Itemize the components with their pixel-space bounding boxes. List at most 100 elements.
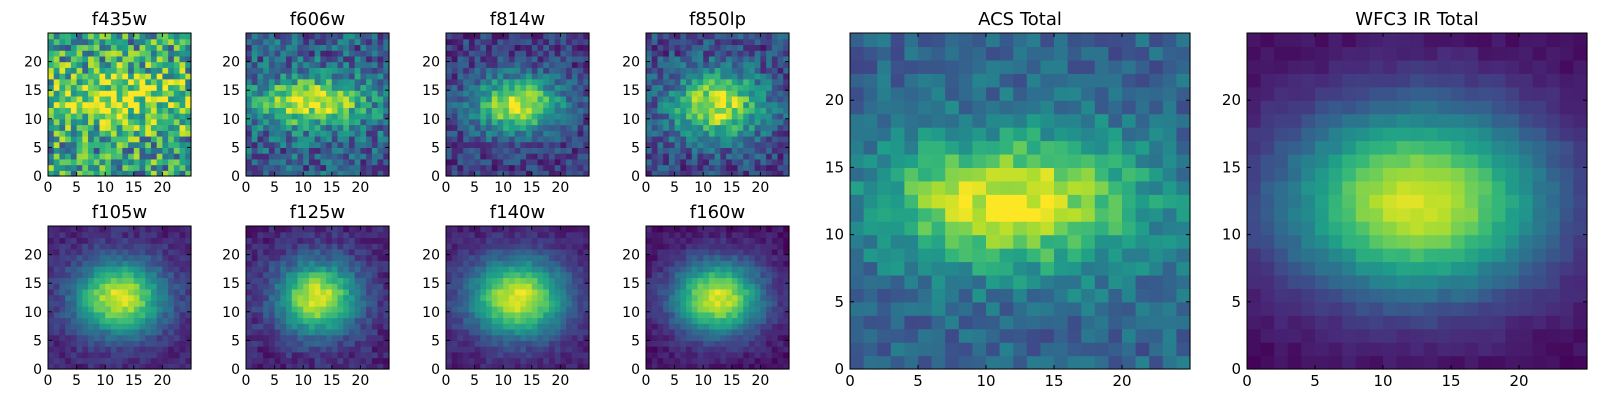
heatmap-cell (280, 44, 287, 51)
heatmap-cell (468, 266, 476, 273)
heatmap-cell (320, 107, 327, 114)
heatmap-cell (743, 164, 750, 171)
heatmap-cell (257, 73, 264, 80)
heatmap-cell (486, 231, 493, 239)
heatmap-cell (526, 306, 533, 313)
heatmap-cell (145, 101, 152, 108)
heatmap-cell (571, 271, 579, 279)
heatmap-cell (646, 147, 653, 154)
heatmap-cell (777, 33, 784, 40)
heatmap-cell (446, 50, 453, 57)
heatmap-cell (128, 266, 135, 273)
heatmap-cell (674, 147, 681, 154)
heatmap-cell (457, 311, 464, 319)
heatmap-cell (554, 84, 561, 91)
heatmap-cell (150, 147, 158, 154)
heatmap-cell (760, 351, 767, 359)
heatmap-cell (691, 346, 699, 353)
heatmap-cell (314, 107, 321, 114)
heatmap-cell (128, 107, 135, 114)
heatmap-cell (360, 90, 367, 97)
heatmap-cell (383, 340, 390, 347)
heatmap-cell (274, 158, 281, 166)
heatmap-cell (446, 124, 453, 131)
heatmap-cell (145, 237, 152, 244)
heatmap-cell (668, 153, 676, 160)
heatmap-cell (463, 248, 470, 256)
heatmap-cell (783, 118, 790, 126)
heatmap-cell (720, 38, 727, 46)
heatmap-cell (88, 237, 95, 244)
heatmap-cell (480, 231, 487, 239)
heatmap-cell (760, 107, 767, 114)
heatmap-cell (65, 266, 72, 273)
heatmap-cell (122, 334, 129, 341)
heatmap-cell (697, 311, 704, 319)
heatmap-cell (383, 254, 390, 261)
heatmap-cell (383, 334, 390, 341)
heatmap-cell (145, 107, 152, 114)
heatmap-cell (354, 243, 361, 250)
heatmap-cell (371, 130, 379, 137)
heatmap-cell (708, 73, 716, 80)
heatmap-cell (128, 340, 135, 347)
heatmap-cell (145, 141, 152, 148)
heatmap-cell (674, 170, 681, 177)
heatmap-cell (343, 90, 350, 97)
heatmap-cell (116, 277, 123, 284)
heatmap-cell (463, 271, 470, 279)
heatmap-cell (708, 67, 716, 74)
heatmap-cell (105, 147, 112, 154)
heatmap-cell (337, 357, 344, 364)
heatmap-cell (150, 351, 158, 359)
heatmap-cell (514, 118, 521, 126)
heatmap-cell (65, 55, 72, 63)
heatmap-cell (651, 153, 659, 160)
heatmap-cell (331, 260, 339, 267)
heatmap-cell (286, 50, 293, 57)
heatmap-cell (99, 135, 106, 143)
heatmap-cell (162, 328, 169, 336)
heatmap-cell (554, 231, 561, 239)
heatmap-cell (70, 73, 78, 80)
heatmap-cell (566, 283, 573, 290)
heatmap-cell (246, 351, 253, 359)
heatmap-cell (116, 363, 123, 370)
heatmap-cell (179, 153, 186, 160)
heatmap-cell (446, 107, 453, 114)
heatmap-cell (560, 334, 567, 341)
heatmap-cell (783, 78, 790, 86)
heatmap-cell (263, 317, 270, 324)
heatmap-cell (480, 124, 487, 131)
heatmap-cell (497, 95, 504, 103)
heatmap-cell (53, 107, 61, 114)
heatmap-cell (286, 306, 293, 313)
heatmap-cell (457, 288, 464, 296)
heatmap-cell (303, 243, 310, 250)
heatmap-cell (668, 50, 676, 57)
heatmap-cell (743, 33, 750, 40)
heatmap-cell (326, 248, 333, 256)
heatmap-cell (110, 141, 118, 148)
heatmap-cell (377, 130, 384, 137)
heatmap-cell (122, 300, 129, 307)
heatmap-cell (366, 248, 373, 256)
heatmap-cell (110, 271, 118, 279)
heatmap-cell (554, 135, 561, 143)
heatmap-cell (257, 334, 264, 341)
heatmap-cell (185, 44, 192, 51)
heatmap-cell (726, 283, 733, 290)
heatmap-cell (168, 346, 175, 353)
heatmap-cell (314, 351, 321, 359)
heatmap-cell (766, 328, 773, 336)
heatmap-cell (263, 50, 270, 57)
heatmap-cell (514, 288, 521, 296)
heatmap-cell (168, 306, 175, 313)
heatmap-cell (646, 283, 653, 290)
heatmap-cell (156, 158, 163, 166)
heatmap-cell (53, 73, 61, 80)
heatmap-cell (314, 84, 321, 91)
heatmap-cell (783, 164, 790, 171)
heatmap-cell (185, 300, 192, 307)
heatmap-cell (246, 283, 253, 290)
